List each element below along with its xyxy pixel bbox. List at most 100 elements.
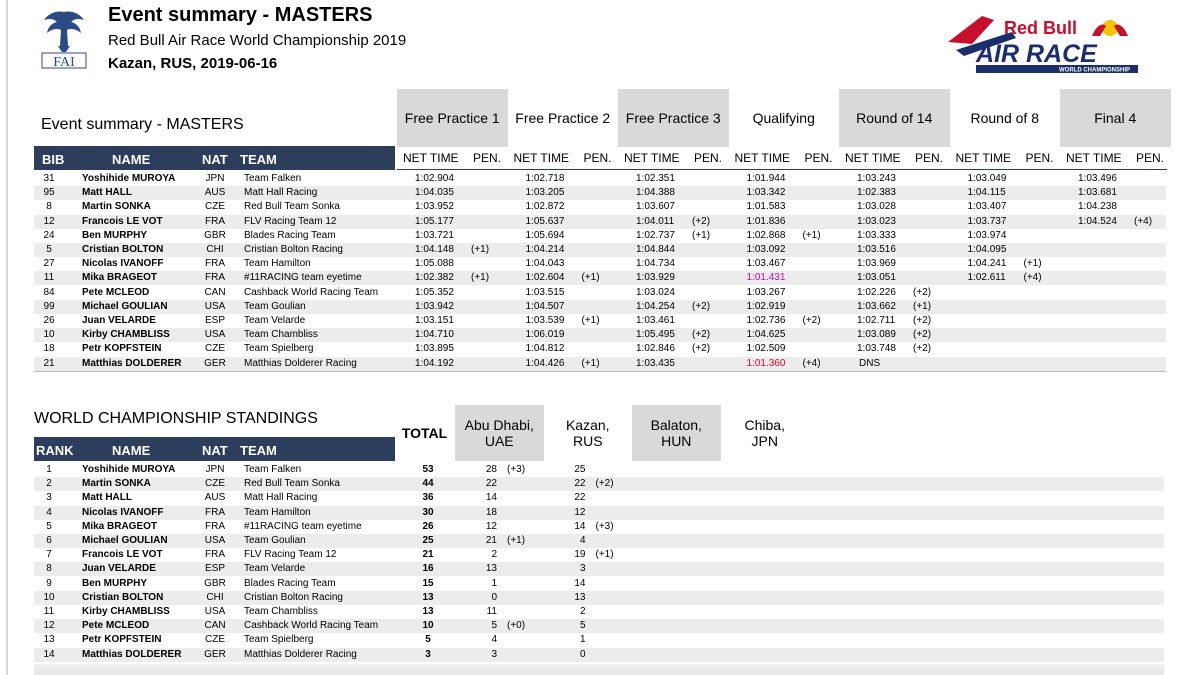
stage-header-rule [397, 169, 1167, 170]
points-cell: 3 [491, 648, 497, 660]
penalty-cell: (+2) [802, 315, 821, 326]
table-row: 5 Mika BRAGEOT FRA #11RACING team eyetime 26… [34, 520, 1164, 534]
net-time-cell: 1:02.868 [746, 229, 786, 241]
bonus-cell: (+1) [595, 549, 614, 561]
stage-header: Free Practice 1 [397, 89, 508, 147]
team-cell: Blades Racing Team [244, 229, 336, 241]
net-time-cell: 1:03.205 [525, 187, 565, 199]
rank-cell: 8 [46, 563, 52, 575]
nat-cell: USA [204, 329, 226, 341]
team-cell: #11RACING team eyetime [244, 520, 362, 532]
team-cell: Team Velarde [244, 315, 306, 326]
net-time-cell: 1:04.524 [1078, 215, 1117, 227]
race-header: Balaton, HUN [632, 405, 721, 461]
bib-cell: 18 [43, 343, 55, 355]
penalty-cell: (+1) [471, 272, 490, 284]
page-subtitle: Red Bull Air Race World Championship 201… [108, 32, 407, 49]
net-time-cell: 1:02.383 [857, 187, 896, 199]
net-time-cell: 1:03.942 [415, 300, 454, 312]
table-row: 5 Cristian BOLTON CHI Cristian Bolton Racin… [34, 243, 1166, 257]
net-time-header: NET TIME [513, 151, 570, 165]
race-header: Kazan, RUS [544, 405, 633, 461]
net-time-cell: 1:03.952 [415, 201, 454, 213]
bib-header: BIB [42, 152, 65, 167]
net-time-cell: 1:03.681 [1078, 187, 1117, 199]
net-time-cell: 1:03.748 [857, 343, 896, 355]
bib-cell: 27 [43, 258, 55, 270]
net-time-header: NET TIME [403, 151, 459, 165]
net-time-cell: 1:04.095 [967, 244, 1007, 255]
net-time-cell: 1:04.035 [415, 187, 454, 199]
rank-cell: 11 [43, 606, 55, 617]
rank-cell: 13 [43, 634, 55, 646]
nat-cell: CHI [206, 591, 224, 603]
name-header: NAME [112, 152, 151, 167]
race-header: Abu Dhabi, UAE [455, 405, 544, 461]
net-time-cell: 1:03.024 [636, 286, 675, 298]
bib-cell: 10 [43, 329, 55, 341]
name-cell: Petr KOPFSTEIN [82, 634, 162, 646]
nat-cell: GER [204, 357, 226, 369]
standings-team-header: TEAM [240, 443, 277, 458]
net-time-cell: 1:03.461 [636, 315, 675, 326]
net-time-cell: 1:05.177 [415, 215, 454, 227]
bib-cell: 26 [43, 315, 55, 326]
net-time-cell: 1:01.944 [746, 173, 786, 184]
name-cell: Matt HALL [82, 187, 132, 199]
net-time-cell: 1:03.539 [525, 315, 565, 326]
team-cell: Team Falken [244, 173, 302, 184]
penalty-cell: (+2) [692, 343, 711, 355]
net-time-cell: 1:03.721 [415, 229, 454, 241]
name-cell: Matthias DOLDERER [82, 357, 182, 369]
table-row: 1 Yoshihide MUROYA JPN Team Falken 53 28 (+3) 2… [34, 463, 1164, 477]
page-edge [6, 0, 8, 675]
name-cell: Pete MCLEOD [82, 286, 150, 298]
penalty-cell: (+1) [1023, 258, 1042, 270]
total-cell: 25 [422, 535, 434, 546]
table-row: 13 Petr KOPFSTEIN CZE Team Spielberg 5 4 1 [34, 633, 1164, 647]
net-time-cell: 1:04.214 [525, 244, 565, 255]
name-cell: Cristian BOLTON [82, 591, 164, 603]
net-time-cell: 1:02.846 [636, 343, 675, 355]
net-time-cell: 1:03.342 [746, 187, 786, 199]
net-time-cell: 1:03.496 [1078, 173, 1117, 184]
bib-cell: 12 [43, 215, 55, 227]
stage-header: Free Practice 2 [515, 110, 611, 126]
net-time-header: NET TIME [734, 151, 791, 165]
table-row: 10 Cristian BOLTON CHI Cristian Bolton Raci… [34, 590, 1164, 605]
name-cell: Ben MURPHY [82, 229, 148, 241]
nat-cell: USA [204, 606, 226, 617]
table-row: 95 Matt HALL AUS Matt Hall Racing 1:04.035 1:… [34, 186, 1166, 201]
nat-cell: FRA [205, 520, 225, 532]
net-time-cell: 1:03.023 [857, 215, 896, 227]
name-cell: Michael GOULIAN [82, 300, 168, 312]
nat-cell: FRA [205, 506, 225, 518]
name-cell: Juan VELARDE [82, 315, 156, 326]
net-time-header: NET TIME [845, 151, 901, 165]
penalty-cell: (+1) [802, 229, 821, 241]
net-time-cell: 1:03.049 [967, 173, 1007, 184]
net-time-cell: 1:04.115 [967, 187, 1006, 199]
rank-cell: 5 [46, 520, 52, 532]
race-city: Abu Dhabi, [464, 417, 534, 433]
net-time-header: NET TIME [955, 151, 1012, 165]
net-time-cell: 1:05.088 [415, 258, 454, 270]
nat-cell: ESP [204, 315, 225, 326]
bib-cell: 5 [46, 244, 52, 255]
event-summary-title: Event summary - MASTERS [41, 116, 244, 133]
total-cell: 5 [425, 634, 431, 646]
net-time-cell: 1:03.407 [967, 201, 1007, 213]
team-cell: Red Bull Team Sonka [244, 201, 340, 213]
net-time-cell: 1:03.267 [746, 286, 786, 298]
penalty-cell: (+1) [581, 357, 600, 369]
fai-logo-text: FAI [53, 55, 75, 70]
nat-cell: FRA [205, 272, 225, 284]
nat-cell: CZE [205, 343, 225, 355]
name-cell: Mika BRAGEOT [82, 520, 158, 532]
points-cell: 14 [485, 492, 497, 504]
race-city: Balaton, [650, 417, 702, 433]
points-cell: 2 [491, 549, 497, 561]
team-cell: Cashback World Racing Team [244, 620, 379, 632]
team-cell: Matt Hall Racing [244, 187, 318, 199]
nat-cell: GER [204, 648, 226, 660]
